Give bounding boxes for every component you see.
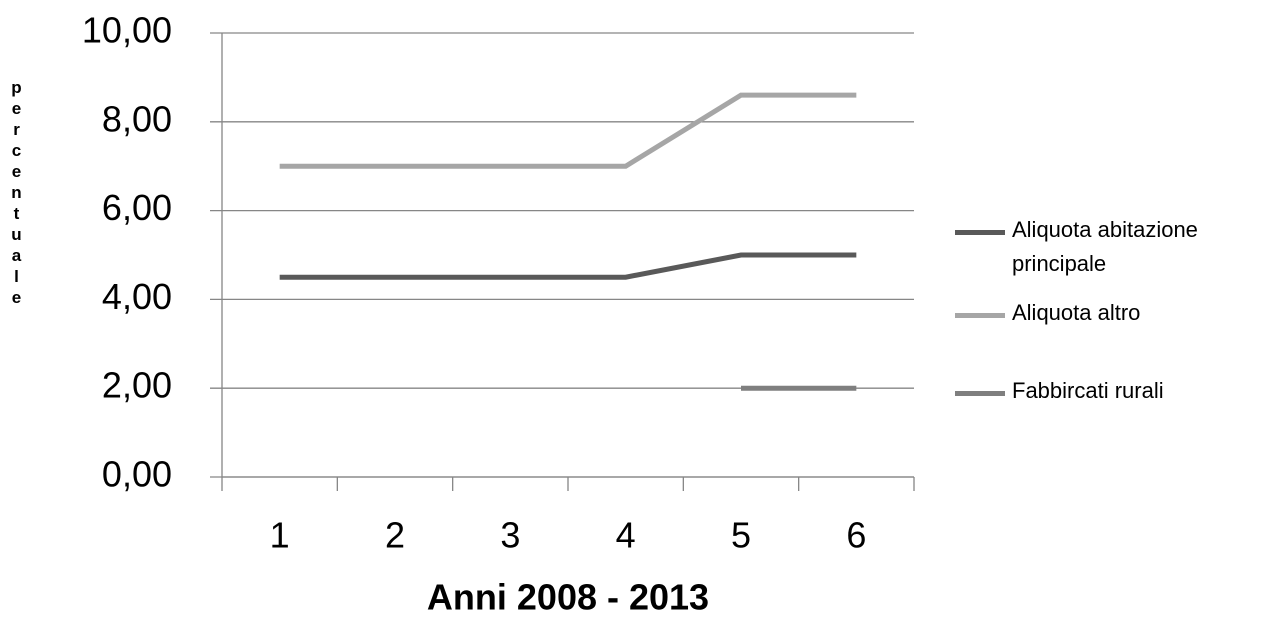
y-tick-label: 8,00 — [102, 98, 172, 139]
legend-item: Fabbircati rurali — [955, 378, 1265, 408]
x-tick-label: 2 — [385, 515, 405, 556]
x-tick-label: 6 — [846, 515, 866, 556]
series-line — [279, 92, 857, 169]
y-tick-label: 2,00 — [102, 365, 172, 406]
legend-item: Aliquota abitazione principale — [955, 217, 1265, 281]
y-tick-label: 4,00 — [102, 276, 172, 317]
x-tick-label: 3 — [500, 515, 520, 556]
y-tick-label: 0,00 — [102, 454, 172, 495]
legend-swatch — [955, 230, 1005, 235]
y-tick-label: 6,00 — [102, 187, 172, 228]
legend-swatch — [955, 391, 1005, 396]
legend-label: Aliquota altro — [1012, 300, 1141, 325]
legend-item: Aliquota altro — [955, 300, 1265, 330]
x-axis-label: Anni 2008 - 2013 — [427, 577, 709, 618]
x-tick-label: 4 — [616, 515, 636, 556]
y-tick-label: 10,00 — [82, 10, 172, 51]
legend-swatch — [955, 313, 1005, 318]
y-axis-label: percentuale — [7, 78, 26, 309]
legend-label: Fabbircati rurali — [1012, 378, 1164, 403]
legend-label: Aliquota abitazione principale — [1012, 217, 1198, 276]
series-line — [279, 252, 857, 280]
x-tick-label: 1 — [270, 515, 290, 556]
x-tick-label: 5 — [731, 515, 751, 556]
